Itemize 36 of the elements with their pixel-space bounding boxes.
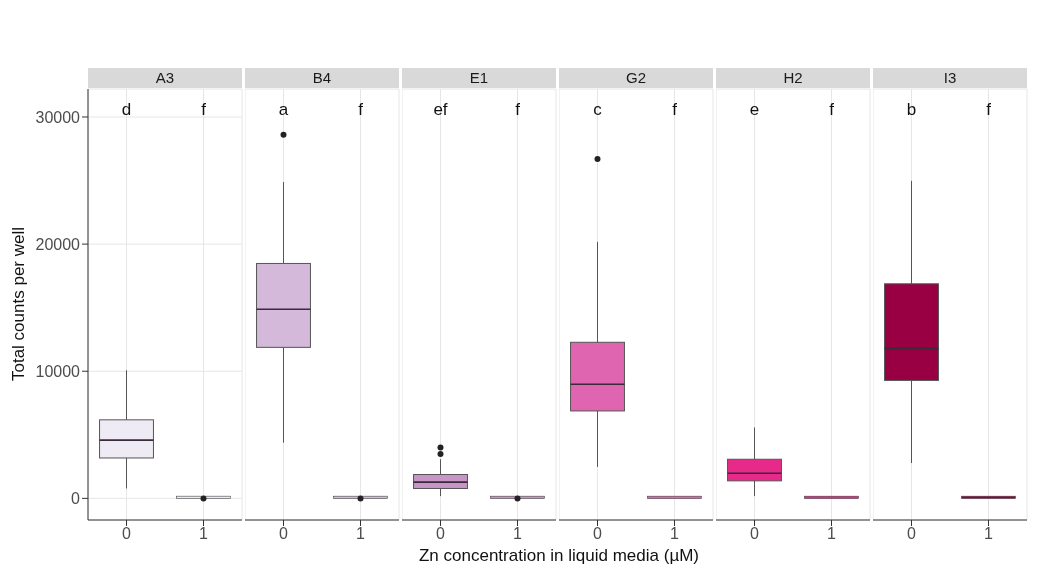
chart-title: G2 [559,68,713,88]
y-tick-label: 0 [71,490,81,508]
chart-title: A3 [88,68,242,88]
x-tick-label: 0 [750,525,760,543]
x-tick-label: 0 [593,525,603,543]
x-tick-label: 0 [279,525,289,543]
y-tick-label: 20000 [35,235,81,253]
annotation: f [201,100,206,120]
x-tick-label: 0 [436,525,446,543]
chart-title: H2 [716,68,870,88]
x-tick-label: 0 [122,525,132,543]
annotation: f [358,100,363,120]
x-tick-label: 1 [356,525,366,543]
x-tick-label: 1 [199,525,209,543]
annotation: f [672,100,677,120]
annotation: a [278,100,289,120]
x-tick-label: 1 [513,525,523,543]
annotation: f [986,100,991,120]
x-tick-label: 1 [827,525,837,543]
chart-title: E1 [402,68,556,88]
x-tick-label: 1 [670,525,680,543]
annotation: b [906,100,917,120]
annotation: f [829,100,834,120]
x-tick-label: 0 [907,525,917,543]
annotation: ef [433,100,448,120]
y-axis-title: Total counts per well [9,226,29,381]
chart-title: I3 [873,68,1027,88]
annotation: e [749,100,760,120]
annotation: c [593,100,602,120]
y-tick-label: 30000 [35,108,81,126]
annotation: f [515,100,520,120]
x-tick-label: 1 [984,525,994,543]
y-tick-label: 10000 [35,362,81,380]
x-axis-title: Zn concentration in liquid media (µM) [418,546,700,566]
annotation: d [121,100,132,120]
chart-title: B4 [245,68,399,88]
